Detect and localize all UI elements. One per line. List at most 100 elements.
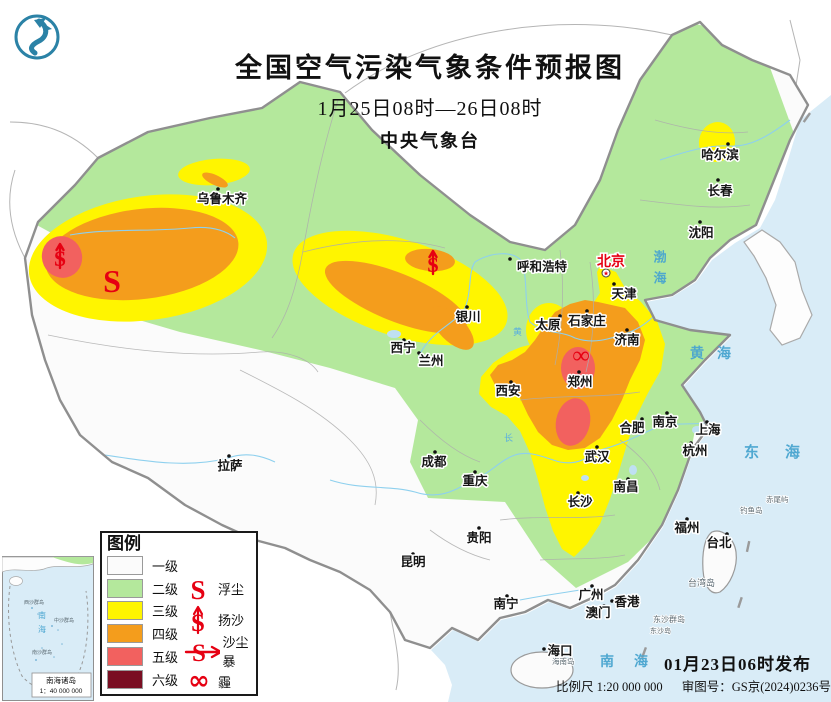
svg-text:拉萨: 拉萨	[217, 458, 243, 473]
title-block: 全国空气污染气象条件预报图 1月25日08时—26日08时 中央气象台	[170, 46, 690, 153]
city-taiyuan: 太原	[534, 314, 562, 334]
region-level5-south-henan	[555, 398, 591, 446]
city-taipei: 台北	[705, 532, 733, 552]
city-fuzhou: 福州	[672, 517, 701, 537]
level6-label: 六级	[152, 672, 179, 688]
svg-text:重庆: 重庆	[462, 473, 488, 488]
china-border	[23, 20, 810, 650]
city-chengdu: 成都	[420, 450, 448, 471]
city-wuhan: 武汉	[583, 445, 611, 466]
hainan-island	[510, 651, 574, 689]
city-macau: 澳门	[584, 604, 612, 622]
inset-sea-label: 南海	[38, 610, 47, 639]
svg-text:西安: 西安	[495, 383, 520, 398]
maritime-boundary-dashes	[641, 112, 812, 659]
svg-text:广州: 广州	[578, 587, 603, 602]
svg-text:北京: 北京	[597, 253, 625, 269]
svg-text:呼和浩特: 呼和浩特	[517, 259, 568, 274]
city-changchun: 长春	[706, 178, 734, 200]
svg-text:哈尔滨: 哈尔滨	[701, 147, 739, 162]
svg-text:太原: 太原	[535, 317, 561, 332]
level5-swatch	[107, 647, 143, 667]
legend-row-level2: 二级	[107, 577, 251, 600]
svg-text:台北: 台北	[706, 535, 732, 550]
lakes	[387, 330, 702, 481]
taiwan-island	[702, 530, 737, 594]
city-harbin: 哈尔滨	[700, 142, 741, 164]
donghai-label: 东海	[744, 443, 826, 461]
level5-label: 五级	[152, 650, 179, 666]
city-tianjin: 天津	[610, 282, 638, 303]
haze-icon: ∞	[188, 669, 210, 695]
city-jinan: 济南	[613, 328, 641, 349]
svg-text:乌鲁木齐: 乌鲁木齐	[197, 191, 248, 206]
city-shenyang: 沈阳	[687, 220, 715, 242]
region-level5-zhengzhou	[561, 347, 595, 389]
region-level3-urumqi	[178, 158, 250, 186]
hainan-island-label: 海南岛	[552, 656, 575, 666]
region-level4-yinchuan-tail	[430, 306, 474, 350]
blowing-sand-symbol-west: S	[54, 242, 66, 271]
map-meta-line: 比例尺 1:20 000 000 审图号：GS京(2024)0236号	[556, 676, 831, 695]
dongsha-qundao-label: 东沙群岛	[653, 614, 685, 624]
city-hohhot: 呼和浩特	[508, 257, 569, 276]
legend-symbol-sandstorm: S 沙尘暴	[184, 635, 258, 669]
svg-text:南宁: 南宁	[493, 596, 518, 611]
svg-text:兰州: 兰州	[418, 353, 443, 368]
svg-text:昆明: 昆明	[400, 554, 425, 569]
city-guiyang: 贵阳	[465, 526, 493, 547]
city-hangzhou: 杭州	[681, 441, 709, 460]
region-level5-west-xinjiang	[41, 236, 83, 278]
inset-scale: 1：40 000 000	[40, 688, 83, 695]
city-shijiazhuang: 石家庄	[566, 309, 608, 330]
region-level4-north-lobe	[405, 248, 455, 272]
bohai-label: 渤海	[652, 249, 667, 292]
yarlung-river	[104, 454, 276, 464]
city-hongkong: 香港	[610, 593, 641, 611]
svg-text:贵阳: 贵阳	[466, 530, 491, 545]
city-nanchang: 南昌	[612, 477, 640, 496]
legend-row-level5: 五级	[107, 645, 251, 668]
city-lhasa: 拉萨	[216, 454, 244, 475]
forecast-period: 1月25日08时—26日08时	[317, 98, 543, 120]
svg-text:S: S	[190, 575, 205, 604]
haze-label: 霾	[218, 675, 232, 690]
region-level4-tarim	[45, 207, 239, 301]
svg-text:武汉: 武汉	[584, 449, 610, 464]
level3-swatch	[107, 601, 143, 621]
svg-text:银川: 银川	[455, 309, 480, 324]
inset-dash-boundary	[8, 585, 89, 690]
dust-label: 浮尘	[218, 582, 245, 597]
dust-symbol-tarim: S	[103, 263, 121, 299]
svg-text:合肥: 合肥	[619, 420, 645, 435]
city-nanning: 南宁	[492, 594, 520, 613]
svg-text:长沙: 长沙	[567, 494, 593, 509]
svg-text:沈阳: 沈阳	[688, 225, 713, 240]
svg-text:福州: 福州	[673, 520, 699, 535]
city-nanjing: 南京	[651, 411, 679, 431]
legend-row-level4: 四级	[107, 622, 251, 645]
level3-label: 三级	[152, 604, 179, 620]
level6-swatch	[107, 669, 143, 689]
level2-label: 二级	[152, 581, 179, 597]
huanghai-label: 黄海	[690, 345, 744, 361]
svg-text:杭州: 杭州	[682, 443, 707, 458]
foreign-borders	[9, 19, 801, 691]
svg-text:海口: 海口	[547, 643, 572, 658]
level1-swatch	[107, 555, 143, 575]
yellow-river	[417, 253, 656, 359]
city-xining: 西宁	[389, 338, 417, 357]
tarim-river	[69, 226, 236, 239]
yangtze-river	[329, 422, 707, 496]
map-symbols: S S S ∞	[54, 242, 590, 369]
province-borders	[47, 99, 751, 561]
svg-text:上海: 上海	[695, 422, 721, 437]
svg-text:南京: 南京	[652, 414, 678, 429]
cma-logo	[14, 14, 60, 60]
cma-logo-icon	[14, 14, 60, 60]
rivers	[69, 119, 791, 603]
city-xian: 西安	[494, 380, 522, 400]
dust-icon: S	[190, 575, 205, 604]
sandstorm-label: 沙尘暴	[222, 634, 249, 669]
